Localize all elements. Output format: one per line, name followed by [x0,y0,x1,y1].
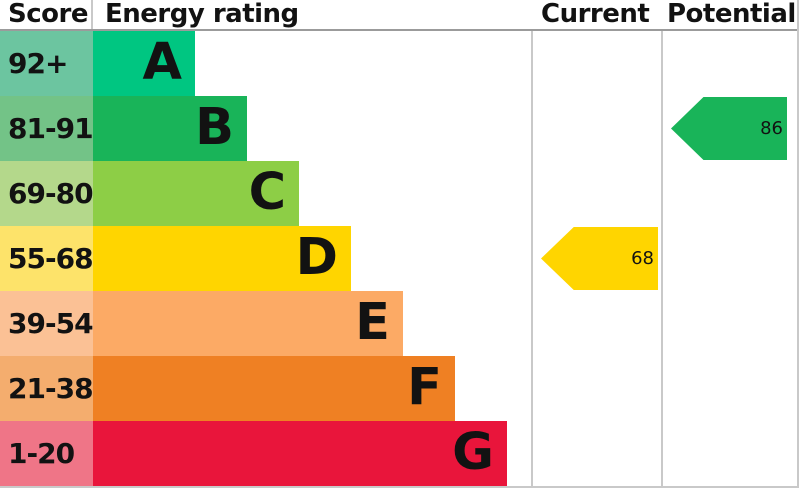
score-range-b: 81-91 [0,96,94,161]
band-bar-d: D [93,226,351,291]
band-row-f: 21-38 F [0,356,797,421]
band-bar-a: A [93,31,195,96]
current-column-header: Current [541,0,650,29]
band-row-b: 81-91 B [0,96,797,161]
potential-column-divider [661,0,663,486]
band-row-d: 55-68 D [0,226,797,291]
band-bar-b: B [93,96,247,161]
current-rating-value: 68 [631,248,654,269]
score-range-e: 39-54 [0,291,94,356]
potential-column-header: Potential [667,0,796,29]
score-range-d: 55-68 [0,226,94,291]
band-bar-f: F [93,356,455,421]
potential-rating-value: 86 [760,118,783,139]
band-row-e: 39-54 E [0,291,797,356]
current-column-divider [531,0,533,486]
band-rows: 92+ A 81-91 B 69-80 C 55-68 D 39-54 E 21… [0,31,797,486]
score-column-header: Score [8,0,88,29]
band-row-c: 69-80 C [0,161,797,226]
band-row-g: 1-20 G [0,421,797,486]
score-range-g: 1-20 [0,421,93,486]
header-divider [91,0,93,29]
score-range-f: 21-38 [0,356,94,421]
band-bar-c: C [93,161,299,226]
band-row-a: 92+ A [0,31,797,96]
score-range-a: 92+ [0,31,93,96]
band-bar-g: G [93,421,507,486]
energy-rating-column-header: Energy rating [105,0,299,29]
score-range-c: 69-80 [0,161,94,226]
band-bar-e: E [93,291,403,356]
header-row: Score Energy rating Current Potential [0,0,797,31]
